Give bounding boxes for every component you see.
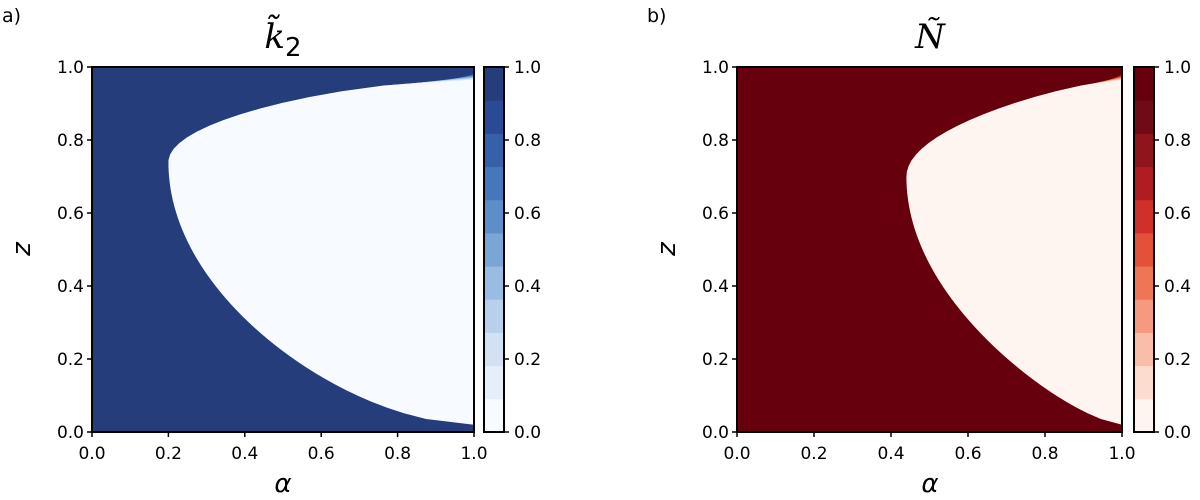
panel-a-y-tick-label: 0.4 xyxy=(57,277,84,297)
panel-a-label: a) xyxy=(2,5,21,27)
panel-b-colorbar-tick-label: 0.2 xyxy=(1164,350,1191,370)
panel-a-colorbar-swatch xyxy=(484,365,504,400)
panel-b-colorbar-tick-label: 0.8 xyxy=(1164,131,1191,151)
panel-b-x-tick-label: 0.8 xyxy=(1031,444,1058,464)
panel-a-y-tick-label: 0.6 xyxy=(57,204,84,224)
panel-b-y-tick-label: 0.4 xyxy=(702,277,729,297)
panel-a-colorbar-tick-label: 0.2 xyxy=(514,350,541,370)
panel-a-y-tick-label: 0.2 xyxy=(57,350,84,370)
panel-a-colorbar-swatch xyxy=(484,332,504,367)
panel-b-contour-plot xyxy=(737,67,1122,432)
panel-a-colorbar-swatch xyxy=(484,67,504,101)
panel-b-colorbar-frame xyxy=(1133,66,1155,433)
panel-b-colorbar-swatch xyxy=(1134,100,1154,134)
panel-b-x-tick-label: 1.0 xyxy=(1108,444,1135,464)
panel-b-y-tick-label: 0.2 xyxy=(702,350,729,370)
panel-a-colorbar-swatch xyxy=(484,299,504,333)
panel-b-y-ticks: 0.0 0.2 0.4 0.6 0.8 1.0 xyxy=(702,58,737,443)
panel-b-title: Ñ xyxy=(914,16,946,57)
panel-b-x-axis-label: α xyxy=(921,469,938,499)
panel-b-y-tick-label: 0.8 xyxy=(702,131,729,151)
panel-a-y-tick-label: 1.0 xyxy=(57,58,84,78)
panel-a-x-tick-label: 0.8 xyxy=(384,444,411,464)
panel-b-colorbar-tick-label: 0.0 xyxy=(1164,423,1191,443)
panel-a-plot-frame xyxy=(91,66,475,433)
panel-a-title: k̃2 xyxy=(264,14,301,63)
panel-a-colorbar-swatch xyxy=(484,266,504,300)
panel-a-colorbar-swatch xyxy=(484,166,504,201)
panel-b-colorbar-swatch xyxy=(1134,166,1154,201)
panel-a-x-tick-label: 1.0 xyxy=(460,444,487,464)
panel-a-colorbar-swatch xyxy=(484,232,504,267)
panel-b-band-0 xyxy=(906,79,1122,425)
panel-a-colorbar-tick-label: 1.0 xyxy=(514,58,541,78)
panel-a-colorbar-tick-label: 0.0 xyxy=(514,423,541,443)
panel-a-x-ticks: 0.0 0.2 0.4 0.6 0.8 1.0 xyxy=(78,432,488,464)
panel-b-x-tick-label: 0.0 xyxy=(723,444,750,464)
panel-b-colorbar-tick-label: 0.6 xyxy=(1164,204,1191,224)
panel-a-band-0 xyxy=(168,79,474,425)
panel-a-colorbar-tick-label: 0.6 xyxy=(514,204,541,224)
panel-a-colorbar-tick-label: 0.8 xyxy=(514,131,541,151)
panel-b-y-tick-label: 1.0 xyxy=(702,58,729,78)
panel-b-colorbar-swatch xyxy=(1134,266,1154,300)
panel-b-colorbar-swatch xyxy=(1134,299,1154,333)
panel-a: a) k̃2 0.0 0.2 0.4 0.6 0.8 1.0 0.00.20.40.60.… xyxy=(2,5,541,499)
panel-a-colorbar-swatch xyxy=(484,100,504,134)
panel-b-colorbar-swatch xyxy=(1134,67,1154,101)
panel-a-x-tick-label: 0.4 xyxy=(231,444,258,464)
panel-a-x-tick-label: 0.6 xyxy=(308,444,335,464)
panel-b-colorbar-swatch xyxy=(1134,365,1154,400)
panel-a-y-ticks: 0.0 0.2 0.4 0.6 0.8 1.0 xyxy=(57,58,92,443)
panel-b-x-tick-label: 0.6 xyxy=(954,444,981,464)
panel-a-x-axis-label: α xyxy=(274,469,291,499)
panel-b-x-tick-label: 0.4 xyxy=(877,444,904,464)
panel-b-y-axis-label: z xyxy=(652,241,682,257)
panel-b-colorbar-swatch xyxy=(1134,133,1154,168)
panel-b-y-tick-label: 0.6 xyxy=(702,204,729,224)
panel-b-colorbar-swatch xyxy=(1134,199,1154,234)
panel-b-colorbar-swatch xyxy=(1134,332,1154,367)
panel-a-x-tick-label: 0.0 xyxy=(78,444,105,464)
panel-b-y-tick-label: 0.0 xyxy=(702,423,729,443)
panel-b-colorbar-tick-label: 0.4 xyxy=(1164,277,1191,297)
panel-a-colorbar-tick-label: 0.4 xyxy=(514,277,541,297)
panel-b-x-tick-label: 0.2 xyxy=(800,444,827,464)
panel-b-colorbar: 0.0 0.2 0.4 0.6 0.8 1.0 xyxy=(1133,58,1191,443)
panel-b-colorbar-swatch xyxy=(1134,398,1154,433)
panel-a-colorbar-swatch xyxy=(484,398,504,433)
panel-b: b) Ñ 0.0 0.2 0.4 0.6 0.8 1.0 0.0 0.2 0.4 0.6 0.8… xyxy=(647,5,1191,499)
panel-a-x-tick-label: 0.2 xyxy=(155,444,182,464)
panel-a-colorbar-swatch xyxy=(484,133,504,168)
panel-a-colorbar: 0.0 0.2 0.4 0.6 0.8 1.0 xyxy=(483,58,541,443)
panel-b-plot-frame xyxy=(736,66,1123,433)
panel-a-y-tick-label: 0.8 xyxy=(57,131,84,151)
panel-b-label: b) xyxy=(647,5,666,27)
panel-b-x-ticks: 0.0 0.2 0.4 0.6 0.8 1.0 xyxy=(723,432,1136,464)
panel-b-colorbar-tick-label: 1.0 xyxy=(1164,58,1191,78)
panel-b-colorbar-swatch xyxy=(1134,232,1154,267)
panel-a-y-axis-label: z xyxy=(7,241,37,257)
panel-a-contour-plot xyxy=(92,67,474,432)
panel-a-colorbar-swatch xyxy=(484,199,504,234)
panel-a-y-tick-label: 0.0 xyxy=(57,423,84,443)
panel-a-colorbar-frame xyxy=(483,66,505,433)
